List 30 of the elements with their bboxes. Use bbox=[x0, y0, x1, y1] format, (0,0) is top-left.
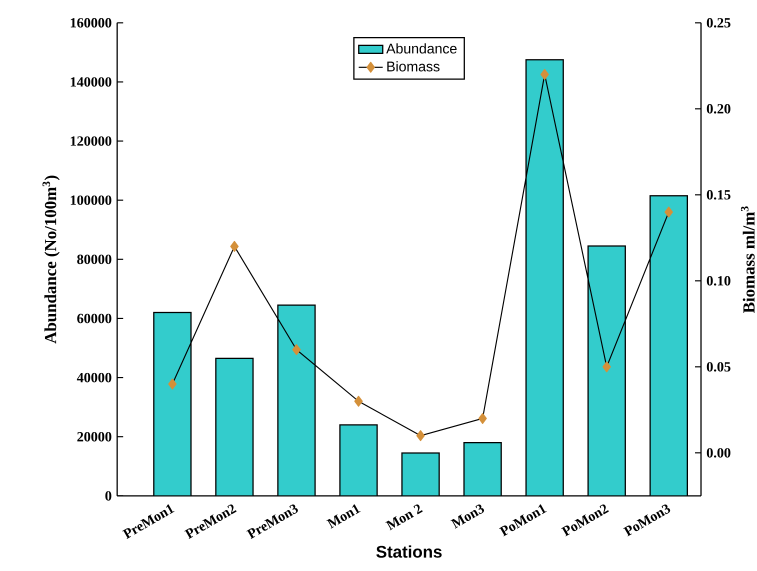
x-axis-title: Stations bbox=[376, 545, 442, 558]
bar bbox=[526, 60, 564, 496]
y2-tick-label: 0.10 bbox=[706, 276, 730, 286]
x-tick-label: Mon 2 bbox=[385, 504, 423, 530]
y-tick-label: 0 bbox=[105, 491, 112, 501]
bar bbox=[588, 246, 626, 496]
y-axis-title: Abundance (No/100m$^{3}$) bbox=[42, 176, 60, 344]
y2-tick-label: 0.15 bbox=[706, 190, 730, 200]
y-tick-label: 160000 bbox=[70, 18, 112, 28]
bar bbox=[649, 195, 688, 496]
y2-tick-label: 0.25 bbox=[706, 18, 730, 28]
y2-tick-label: 0.20 bbox=[706, 104, 730, 114]
y-tick-label: 20000 bbox=[77, 432, 112, 442]
y-tick-label: 80000 bbox=[77, 254, 112, 264]
bar bbox=[278, 305, 316, 496]
legend-label: Abundance bbox=[386, 43, 457, 54]
bar bbox=[154, 312, 192, 496]
bar bbox=[464, 442, 502, 496]
y2-tick-label: 0.05 bbox=[706, 362, 730, 372]
y-tick-label: 140000 bbox=[70, 77, 112, 87]
legend-label: Biomass bbox=[387, 61, 440, 72]
bar bbox=[340, 424, 378, 496]
y-tick-label: 60000 bbox=[77, 314, 112, 324]
bar bbox=[402, 453, 440, 496]
y-tick-label: 120000 bbox=[70, 136, 112, 146]
y2-axis-title: Biomass ml/m$^{3}$ bbox=[740, 206, 755, 314]
bar bbox=[216, 358, 254, 496]
y2-tick-label: 0.00 bbox=[706, 448, 730, 458]
y-tick-label: 40000 bbox=[76, 372, 112, 382]
y-tick-label: 100000 bbox=[70, 196, 112, 206]
